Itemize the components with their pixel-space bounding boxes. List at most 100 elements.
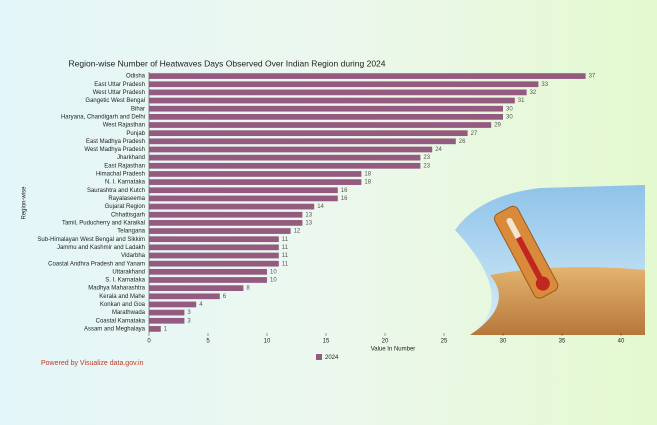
bar <box>149 260 279 267</box>
x-tick-label: 25 <box>441 339 448 345</box>
bar <box>149 220 303 226</box>
data-label: 14 <box>317 204 324 210</box>
heat-illustration <box>455 185 645 335</box>
bar <box>149 309 185 316</box>
y-tick-label: Punjab <box>126 131 145 137</box>
bar <box>149 277 267 283</box>
y-tick-label: Bihar <box>131 106 145 112</box>
y-tick-label: Jharkhand <box>117 155 145 161</box>
data-label: 10 <box>270 278 277 284</box>
bar <box>149 97 515 104</box>
bar <box>149 154 421 161</box>
x-tick-label: 0 <box>147 339 151 345</box>
y-tick-label: Sub-Himalayan West Bengal and Sikkim <box>37 237 145 243</box>
y-tick-label: East Uttar Pradesh <box>94 82 145 88</box>
data-label: 11 <box>282 253 289 259</box>
data-label: 32 <box>530 90 537 96</box>
data-label: 31 <box>518 98 525 104</box>
y-tick-label: West Rajasthan <box>103 123 145 129</box>
x-tick-label: 10 <box>264 339 271 345</box>
y-tick-label: Odisha <box>126 74 146 80</box>
bar <box>149 203 315 210</box>
legend-label: 2024 <box>325 355 339 361</box>
bar <box>149 301 197 308</box>
data-label: 11 <box>282 237 289 243</box>
y-tick-label: Rayalaseema <box>108 196 145 202</box>
data-label: 12 <box>294 229 301 235</box>
y-axis-label: Region-wise <box>22 186 28 220</box>
bar <box>149 326 161 332</box>
bar <box>149 162 421 169</box>
x-tick-label: 15 <box>323 339 330 345</box>
data-label: 30 <box>506 114 513 120</box>
bar <box>149 171 362 177</box>
y-tick-label: Vidarbha <box>121 253 146 259</box>
footer: Powered by Visualize data.gov.in <box>41 360 144 367</box>
bar <box>149 114 503 120</box>
x-tick-label: 35 <box>559 339 566 345</box>
bar <box>149 317 185 324</box>
y-tick-label: Uttarakhand <box>112 269 145 275</box>
y-tick-label: Tamil, Puducherry and Karaikal <box>62 220 145 226</box>
y-tick-label: N. I. Karnataka <box>105 180 146 186</box>
data-label: 1 <box>164 327 168 333</box>
x-tick-label: 40 <box>618 339 625 345</box>
y-tick-label: S. I. Karnataka <box>105 278 145 284</box>
x-tick-label: 5 <box>206 339 210 345</box>
y-tick-label: West Madhya Pradesh <box>84 147 145 153</box>
data-label: 11 <box>282 245 289 251</box>
data-label: 23 <box>423 163 430 169</box>
x-tick-label: 30 <box>500 339 507 345</box>
bar <box>149 211 303 218</box>
data-label: 3 <box>187 318 191 324</box>
y-tick-label: Konkan and Goa <box>100 302 146 308</box>
y-tick-label: Telangana <box>117 229 145 235</box>
y-tick-label: Gangetic West Bengal <box>85 98 145 104</box>
bar <box>149 73 586 79</box>
data-label: 18 <box>364 180 371 186</box>
y-tick-label: Saurashtra and Kutch <box>87 188 145 194</box>
x-tick-label: 20 <box>382 339 389 345</box>
data-label: 30 <box>506 106 513 112</box>
data-label: 33 <box>541 82 548 88</box>
data-label: 37 <box>589 74 596 80</box>
bar <box>149 105 503 112</box>
data-label: 29 <box>494 123 501 129</box>
x-axis-label: Value In Number <box>371 347 416 353</box>
bar <box>149 146 433 153</box>
bar <box>149 285 244 291</box>
data-label: 16 <box>341 196 348 202</box>
chart-title: Region-wise Number of Heatwaves Days Obs… <box>68 58 385 68</box>
bar <box>149 179 362 185</box>
data-label: 4 <box>199 302 203 308</box>
bar <box>149 89 527 96</box>
bar <box>149 268 267 275</box>
y-tick-label: Haryana, Chandigarh and Delhi <box>61 114 145 120</box>
bar <box>149 236 279 243</box>
data-label: 26 <box>459 139 466 145</box>
bar <box>149 81 539 88</box>
data-label: 8 <box>246 286 250 292</box>
y-tick-label: Assam and Meghalaya <box>84 327 146 333</box>
data-label: 23 <box>423 155 430 161</box>
data-label: 11 <box>282 261 289 267</box>
y-tick-label: Coastal Andhra Pradesh and Yanam <box>48 261 145 267</box>
y-tick-label: Gujarat Region <box>105 204 145 210</box>
data-label: 13 <box>305 220 312 226</box>
data-label: 18 <box>364 172 371 178</box>
y-tick-label: Himachal Pradesh <box>96 172 145 178</box>
y-tick-label: Jammu and Kashmir and Ladakh <box>57 245 145 251</box>
bar <box>149 122 492 128</box>
data-label: 24 <box>435 147 442 153</box>
bar <box>149 244 279 251</box>
bar <box>149 228 291 234</box>
data-label: 6 <box>223 294 227 300</box>
bar <box>149 252 279 259</box>
data-label: 13 <box>305 212 312 218</box>
data-label: 16 <box>341 188 348 194</box>
y-tick-label: Madhya Maharashtra <box>88 286 145 292</box>
data-label: 3 <box>187 310 191 316</box>
bar <box>149 187 338 194</box>
bar <box>149 138 456 145</box>
